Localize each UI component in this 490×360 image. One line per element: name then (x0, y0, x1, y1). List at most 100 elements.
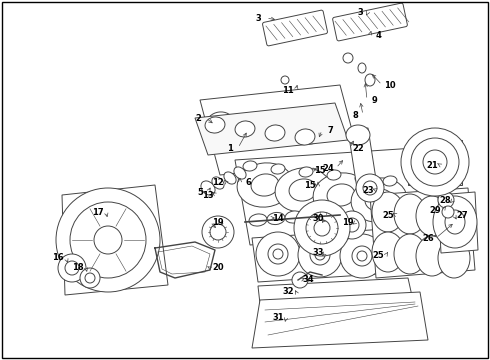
Text: 20: 20 (212, 264, 224, 273)
Ellipse shape (394, 194, 426, 234)
Polygon shape (235, 148, 430, 245)
Polygon shape (252, 228, 408, 282)
Ellipse shape (205, 117, 225, 133)
Ellipse shape (315, 250, 325, 260)
Text: 4: 4 (375, 31, 381, 40)
Ellipse shape (210, 224, 226, 240)
Ellipse shape (249, 214, 267, 226)
Ellipse shape (313, 173, 369, 217)
Ellipse shape (327, 184, 355, 206)
Ellipse shape (273, 249, 283, 259)
Ellipse shape (212, 177, 224, 189)
Ellipse shape (356, 174, 384, 202)
Ellipse shape (321, 208, 339, 220)
Ellipse shape (346, 125, 370, 145)
Ellipse shape (445, 210, 465, 234)
Ellipse shape (235, 121, 255, 137)
Ellipse shape (314, 220, 330, 236)
Ellipse shape (442, 206, 454, 218)
Ellipse shape (251, 174, 279, 196)
Text: 19: 19 (342, 217, 354, 226)
Ellipse shape (271, 164, 285, 174)
Ellipse shape (299, 167, 313, 177)
Ellipse shape (438, 238, 470, 278)
Polygon shape (62, 185, 168, 295)
Polygon shape (408, 140, 462, 185)
Ellipse shape (214, 117, 226, 127)
Ellipse shape (281, 76, 289, 84)
Text: 11: 11 (282, 86, 294, 95)
Ellipse shape (202, 216, 234, 248)
Ellipse shape (201, 181, 215, 195)
Text: 24: 24 (322, 163, 334, 172)
Ellipse shape (303, 210, 321, 221)
Text: 19: 19 (212, 217, 224, 226)
Ellipse shape (207, 112, 233, 132)
Ellipse shape (297, 124, 323, 144)
Ellipse shape (401, 128, 469, 196)
Ellipse shape (289, 179, 317, 201)
Ellipse shape (65, 261, 79, 275)
Text: 34: 34 (302, 275, 314, 284)
Text: 16: 16 (52, 253, 64, 262)
Text: 9: 9 (372, 95, 378, 104)
Ellipse shape (243, 161, 257, 171)
Text: 25: 25 (382, 211, 394, 220)
Ellipse shape (433, 196, 477, 248)
Text: 15: 15 (304, 180, 316, 189)
Ellipse shape (237, 163, 293, 207)
Text: 23: 23 (362, 185, 374, 194)
Polygon shape (258, 278, 412, 304)
Ellipse shape (355, 173, 369, 183)
Text: 31: 31 (272, 314, 284, 323)
Ellipse shape (338, 211, 366, 239)
Ellipse shape (298, 233, 342, 277)
Polygon shape (252, 292, 428, 348)
Text: 29: 29 (429, 206, 441, 215)
Ellipse shape (274, 125, 286, 135)
Ellipse shape (285, 211, 303, 223)
Text: 7: 7 (327, 126, 333, 135)
Ellipse shape (224, 172, 236, 184)
Ellipse shape (423, 150, 447, 174)
Polygon shape (438, 192, 478, 253)
Ellipse shape (94, 226, 122, 254)
Polygon shape (200, 85, 360, 175)
Text: 25: 25 (372, 251, 384, 260)
Ellipse shape (365, 189, 393, 211)
Ellipse shape (234, 167, 246, 179)
Ellipse shape (268, 244, 288, 264)
Ellipse shape (306, 212, 338, 244)
Ellipse shape (416, 196, 448, 236)
Ellipse shape (295, 129, 315, 145)
Ellipse shape (70, 202, 146, 278)
Ellipse shape (343, 53, 353, 63)
Ellipse shape (416, 236, 448, 276)
Ellipse shape (80, 268, 100, 288)
Ellipse shape (357, 251, 367, 261)
Polygon shape (348, 128, 378, 195)
FancyBboxPatch shape (263, 10, 327, 46)
Ellipse shape (372, 232, 404, 272)
Text: 3: 3 (357, 8, 363, 17)
Ellipse shape (340, 234, 384, 278)
Text: 32: 32 (282, 288, 294, 297)
Text: 8: 8 (352, 111, 358, 120)
Ellipse shape (383, 176, 397, 186)
Polygon shape (370, 188, 475, 278)
Text: 2: 2 (195, 113, 201, 122)
Ellipse shape (265, 125, 285, 141)
Ellipse shape (438, 198, 470, 238)
Text: 3: 3 (255, 14, 261, 23)
Ellipse shape (85, 273, 95, 283)
Ellipse shape (310, 245, 330, 265)
Ellipse shape (358, 63, 366, 73)
Ellipse shape (363, 181, 377, 195)
Ellipse shape (372, 192, 404, 232)
Text: 26: 26 (422, 234, 434, 243)
Text: 21: 21 (426, 161, 438, 170)
Text: 22: 22 (352, 144, 364, 153)
Ellipse shape (58, 254, 86, 282)
Ellipse shape (292, 272, 308, 288)
Ellipse shape (267, 120, 293, 140)
